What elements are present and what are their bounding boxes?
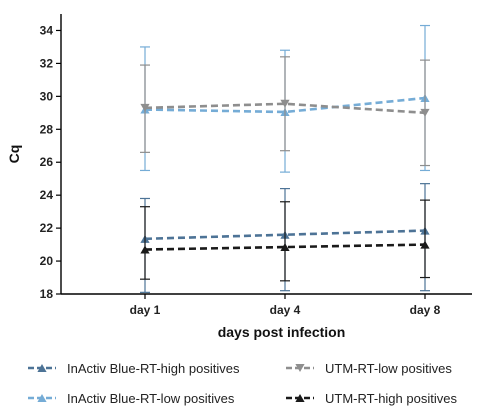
x-axis-title: days post infection (218, 324, 346, 340)
series-line (144, 96, 426, 114)
x-tick-label: day 8 (410, 303, 441, 317)
legend-label: InActiv Blue-RT-high positives (67, 361, 240, 376)
legend-item: InActiv Blue-RT-low positives (28, 391, 235, 406)
legend-swatch-marker (37, 364, 47, 372)
y-tick-label: 18 (40, 287, 54, 301)
x-tick-label: day 1 (130, 303, 161, 317)
series-layer (140, 24, 430, 293)
y-tick-label: 20 (40, 254, 54, 268)
y-tick-label: 22 (40, 221, 54, 235)
y-tick-label: 32 (40, 56, 54, 70)
y-axis-title: Cq (6, 145, 22, 164)
legend-swatch-marker (37, 394, 47, 402)
legend: InActiv Blue-RT-high positives InActiv Bl… (28, 361, 457, 406)
data-point (420, 108, 430, 117)
series-2 (140, 56, 430, 167)
data-point (280, 99, 290, 108)
data-point (140, 103, 150, 112)
y-tick-label: 26 (40, 155, 54, 169)
y-tick-label: 30 (40, 89, 54, 103)
legend-label: UTM-RT-low positives (325, 361, 452, 376)
legend-item: InActiv Blue-RT-high positives (28, 361, 240, 376)
series-line (144, 102, 426, 115)
legend-label: InActiv Blue-RT-low positives (67, 391, 235, 406)
data-point (140, 245, 150, 254)
x-tick-label: day 4 (270, 303, 301, 317)
legend-item: UTM-RT-low positives (286, 361, 452, 376)
series-3 (140, 199, 430, 282)
legend-label: UTM-RT-high positives (325, 391, 457, 406)
data-point (420, 240, 430, 249)
series-line (144, 229, 426, 241)
series-line (144, 243, 426, 251)
y-tick-label: 28 (40, 122, 54, 136)
y-tick-label: 34 (40, 23, 54, 37)
data-point (280, 243, 290, 252)
axes: 18 20 22 24 26 28 30 32 34 day 1 day 4 day 8 (40, 14, 472, 317)
legend-swatch-marker (295, 394, 305, 402)
legend-item: UTM-RT-high positives (286, 391, 457, 406)
y-tick-label: 24 (40, 188, 54, 202)
legend-swatch-marker (295, 364, 305, 372)
